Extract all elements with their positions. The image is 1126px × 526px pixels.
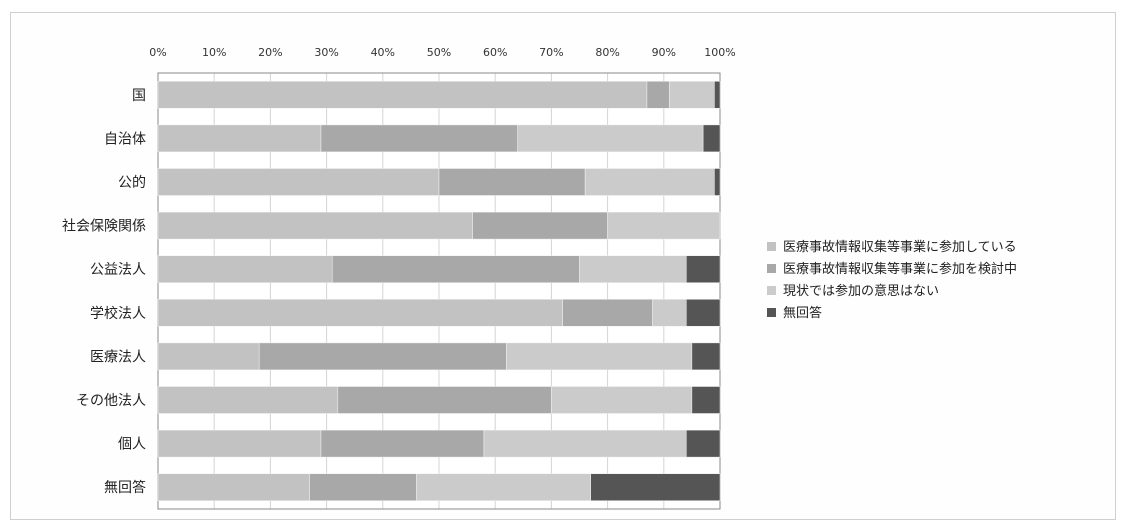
bar-segment: [506, 342, 693, 371]
bar-segment: [483, 429, 687, 458]
bar-segment: [157, 211, 473, 240]
category-label: 医療法人: [90, 348, 146, 365]
plot-border: [157, 72, 721, 510]
bar-segment: [686, 429, 721, 458]
bar-segment: [669, 81, 715, 109]
category-label: その他法人: [76, 393, 146, 409]
bar-segment: [157, 429, 322, 458]
bar-segment: [590, 473, 721, 501]
x-tick-label: 0%: [149, 46, 166, 59]
bar-segment: [646, 81, 670, 109]
bar-segment: [157, 255, 333, 283]
category-label: 社会保険関係: [62, 219, 146, 235]
bar-segment: [157, 386, 339, 414]
legend-label: 無回答: [783, 305, 822, 321]
bar-segment: [438, 168, 586, 196]
bar-segment: [416, 473, 591, 501]
legend-swatch: [767, 242, 776, 251]
bar-segment: [562, 299, 653, 327]
bar-segment: [157, 299, 563, 327]
x-tick-label: 30%: [314, 46, 338, 59]
x-tick-label: 20%: [258, 46, 282, 59]
bar-segment: [157, 81, 648, 109]
legend-swatch: [767, 308, 776, 317]
bar-segment: [337, 386, 552, 414]
bar-segment: [157, 124, 322, 153]
bar-segment: [714, 81, 721, 109]
bar-segment: [157, 473, 310, 501]
bar-segment: [686, 299, 721, 327]
legend-label: 現状では参加の意思はない: [783, 283, 939, 299]
category-label: 学校法人: [90, 305, 146, 322]
bar-segment: [652, 299, 687, 327]
bar-segment: [691, 386, 721, 414]
x-tick-label: 40%: [371, 46, 395, 59]
category-label: 個人: [118, 437, 146, 453]
bar-segment: [714, 168, 721, 196]
bar-segment: [258, 342, 507, 371]
x-tick-label: 70%: [539, 46, 563, 59]
x-tick-label: 60%: [483, 46, 507, 59]
category-label: 公益法人: [90, 262, 146, 278]
category-label: 国: [132, 88, 146, 104]
bar-segment: [331, 255, 580, 283]
category-label: 自治体: [104, 131, 146, 147]
bar-segment: [579, 255, 687, 283]
x-tick-label: 90%: [652, 46, 676, 59]
category-label: 公的: [118, 175, 146, 191]
bar-segment: [157, 342, 260, 371]
legend-label: 医療事故情報収集等事業に参加を検討中: [783, 261, 1017, 277]
bar-segment: [702, 124, 721, 153]
x-tick-label: 80%: [595, 46, 619, 59]
x-tick-label: 50%: [427, 46, 451, 59]
bar-segment: [320, 124, 518, 153]
bar-segment: [686, 255, 721, 283]
legend-label: 医療事故情報収集等事業に参加している: [783, 239, 1017, 255]
bar-segment: [472, 211, 608, 240]
category-label: 無回答: [104, 479, 146, 496]
bar-segment: [309, 473, 417, 501]
x-tick-label: 10%: [202, 46, 226, 59]
legend-swatch: [767, 286, 776, 295]
x-tick-label: 100%: [704, 46, 735, 59]
bar-segment: [517, 124, 704, 153]
bar-segment: [691, 342, 721, 371]
bar-segment: [584, 168, 715, 196]
bar-segment: [320, 429, 485, 458]
bar-segment: [607, 211, 721, 240]
legend-swatch: [767, 264, 776, 273]
bar-segment: [157, 168, 440, 196]
bar-segment: [551, 386, 693, 414]
